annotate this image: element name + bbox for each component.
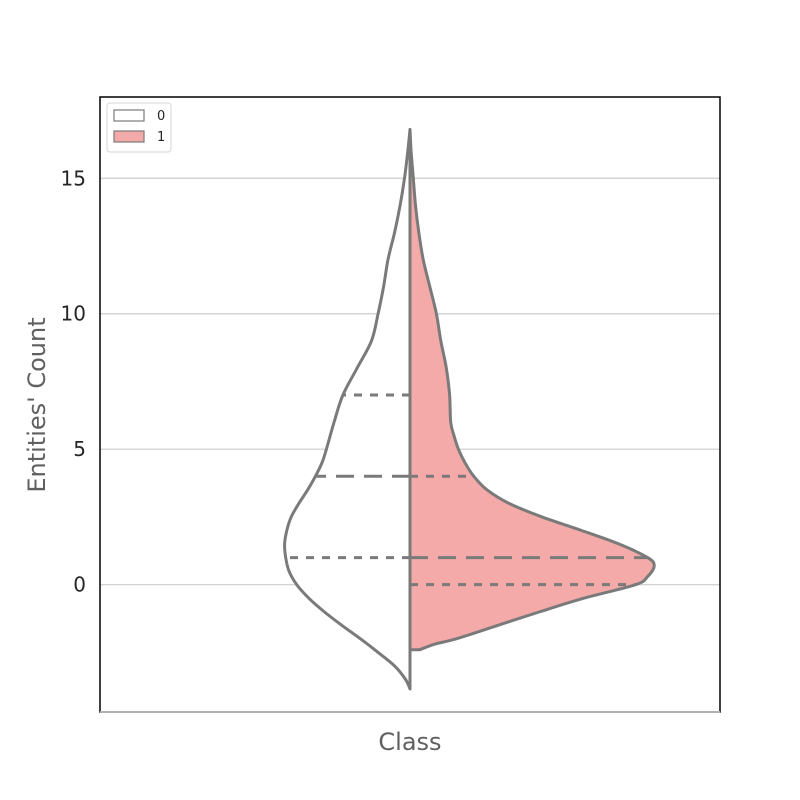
y-tick-labels: 0 5 10 15 [61,166,86,596]
legend-label-0: 0 [157,109,165,124]
violin-half-1 [408,128,656,652]
legend: 01 [106,102,172,153]
violin-half-0 [283,128,412,691]
y-tick-label-15: 15 [61,166,86,190]
violins [283,128,656,691]
y-tick-label-5: 5 [73,437,86,461]
x-axis-label: Class [378,728,441,756]
legend-label-1: 1 [157,130,165,145]
legend-swatch-0 [113,109,145,122]
y-axis-label: Entities' Count [23,317,51,492]
legend-swatch-1 [113,130,145,143]
y-tick-label-0: 0 [73,573,86,597]
y-tick-label-10: 10 [61,302,86,326]
